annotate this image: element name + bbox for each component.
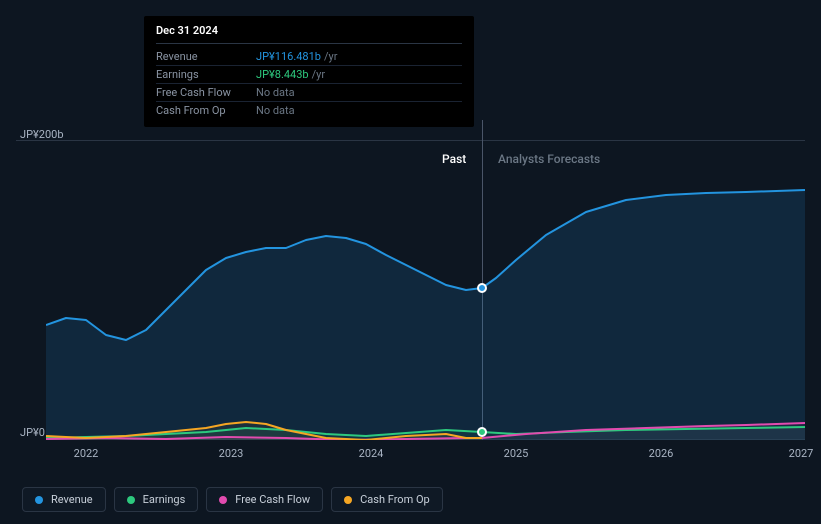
x-axis-label: 2023 — [219, 447, 244, 460]
tooltip-row: Cash From OpNo data — [156, 102, 462, 119]
tooltip-metric-label: Cash From Op — [156, 104, 256, 117]
data-point-marker — [477, 427, 487, 437]
x-axis-label: 2026 — [649, 447, 674, 460]
tooltip-row: RevenueJP¥116.481b/yr — [156, 48, 462, 66]
tooltip-row: Free Cash FlowNo data — [156, 84, 462, 102]
legend-label: Revenue — [51, 493, 93, 506]
x-axis-label: 2022 — [74, 447, 99, 460]
tooltip-metric-value: No data — [256, 104, 295, 117]
legend-label: Free Cash Flow — [235, 493, 310, 506]
legend-item[interactable]: Earnings — [114, 487, 199, 512]
legend-color-dot — [219, 496, 227, 504]
tooltip-metric-value: No data — [256, 86, 295, 99]
data-tooltip: Dec 31 2024 RevenueJP¥116.481b/yrEarning… — [144, 16, 474, 127]
legend-label: Earnings — [143, 493, 186, 506]
legend-label: Cash From Op — [360, 493, 430, 506]
tooltip-row: EarningsJP¥8.443b/yr — [156, 66, 462, 84]
x-axis-label: 2024 — [359, 447, 384, 460]
legend-color-dot — [344, 496, 352, 504]
x-axis-label: 2027 — [789, 447, 814, 460]
y-axis-label-min: JP¥0 — [20, 426, 45, 439]
x-axis-label: 2025 — [504, 447, 529, 460]
legend-color-dot — [127, 496, 135, 504]
tooltip-date: Dec 31 2024 — [156, 24, 462, 44]
tooltip-metric-value: JP¥8.443b — [256, 68, 309, 81]
data-point-marker — [477, 283, 487, 293]
tooltip-metric-label: Revenue — [156, 50, 256, 63]
legend: Revenue Earnings Free Cash Flow Cash From O… — [22, 487, 443, 512]
legend-color-dot — [35, 496, 43, 504]
tooltip-unit: /yr — [324, 50, 337, 63]
tooltip-metric-value: JP¥116.481b — [256, 50, 321, 63]
tooltip-metric-label: Earnings — [156, 68, 256, 81]
legend-item[interactable]: Free Cash Flow — [206, 487, 323, 512]
chart-area: JP¥200b JP¥0 Past Analysts Forecasts 202… — [16, 120, 805, 440]
tooltip-unit: /yr — [312, 68, 325, 81]
tooltip-metric-label: Free Cash Flow — [156, 86, 256, 99]
chart-svg[interactable] — [46, 140, 805, 440]
legend-item[interactable]: Revenue — [22, 487, 106, 512]
legend-item[interactable]: Cash From Op — [331, 487, 443, 512]
